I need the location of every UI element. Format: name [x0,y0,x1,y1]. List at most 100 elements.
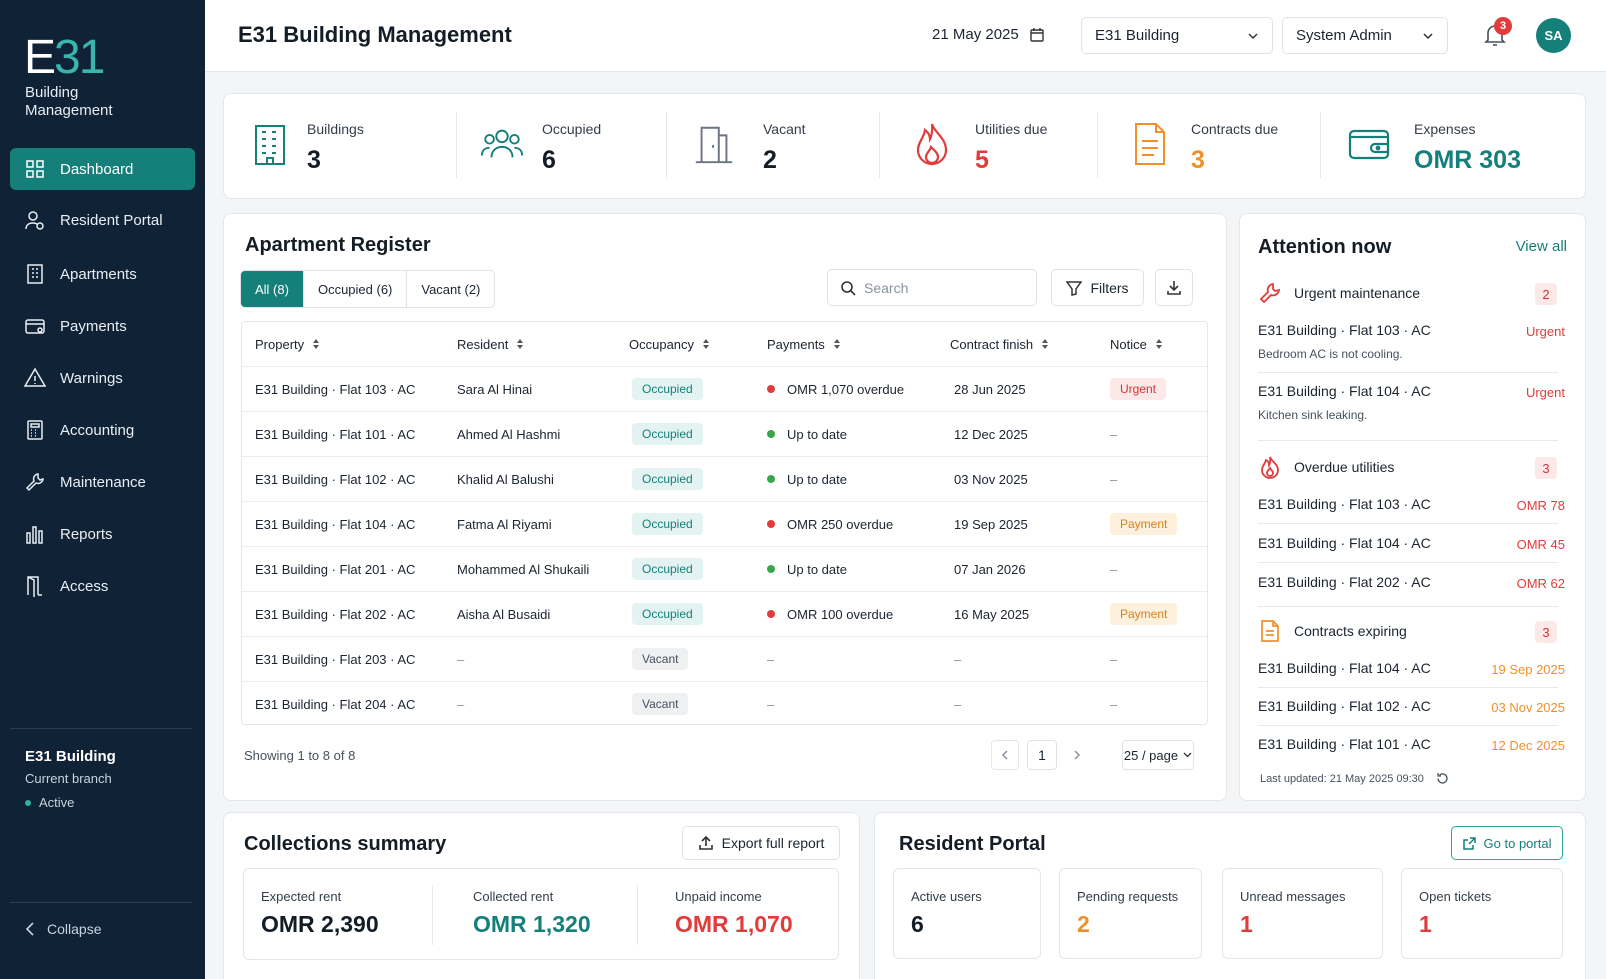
register-title: Apartment Register [245,234,431,256]
chevron-down-icon [1183,752,1192,758]
table-row[interactable]: E31 Building · Flat 103 · AC Sara Al Hina… [242,366,1207,410]
nav-resident-portal[interactable]: Resident Portal [10,199,195,241]
occupancy-badge: Occupied [632,468,703,490]
list-item[interactable]: E31 Building · Flat 104 · AC [1258,383,1431,399]
search-input[interactable]: Search [827,269,1037,306]
nav-payments[interactable]: Payments [10,305,195,347]
collections-title: Collections summary [244,833,447,855]
go-to-portal-button[interactable]: Go to portal [1451,826,1563,860]
stat-utilities[interactable] [910,94,954,194]
stat-occupied[interactable] [480,94,524,194]
stats-bar: Buildings 3 Occupied 6 Vacant 2 Utilitie… [223,93,1586,199]
overdue-utilities-header: Overdue utilities [1258,455,1394,479]
notice-badge: Payment [1110,603,1178,625]
stat-expenses[interactable] [1347,94,1391,194]
nav-warnings[interactable]: Warnings [10,357,195,399]
table-row[interactable]: E31 Building · Flat 101 · AC Ahmed Al Has… [242,411,1207,455]
pending-requests-box[interactable]: Pending requests 2 [1059,868,1202,959]
occupancy-badge: Occupied [632,423,703,445]
nav-accounting[interactable]: Accounting [10,409,195,451]
resident-portal-panel: Resident Portal Go to portal Active user… [874,812,1586,979]
prev-page-button[interactable] [991,740,1019,770]
cell-occupancy: Vacant [632,637,689,681]
cell-contract: 12 Dec 2025 [954,426,1028,442]
list-item[interactable]: E31 Building · Flat 202 · AC [1258,574,1431,590]
download-button[interactable] [1155,269,1193,306]
col-contract-finish[interactable]: Contract finish [950,322,1049,366]
open-tickets-box[interactable]: Open tickets 1 [1401,868,1563,959]
cell-contract: 19 Sep 2025 [954,516,1028,532]
count-badge: 3 [1535,457,1557,479]
unread-messages-box[interactable]: Unread messages 1 [1222,868,1383,959]
cell-notice: Urgent [1110,367,1167,411]
col-occupancy[interactable]: Occupancy [629,322,710,366]
occupancy-badge: Vacant [632,648,689,670]
list-item[interactable]: E31 Building · Flat 102 · AC [1258,698,1431,714]
user-select[interactable]: System Admin [1282,17,1448,54]
cell-payment: OMR 1,070 overdue [767,367,904,411]
tab-vacant[interactable]: Vacant (2) [421,281,481,297]
stat-contracts[interactable] [1128,94,1172,194]
notice-badge: – [1110,426,1118,442]
stat-buildings[interactable] [248,94,292,194]
col-resident[interactable]: Resident [457,322,524,366]
active-users-box[interactable]: Active users 6 [893,868,1041,959]
page-number[interactable]: 1 [1027,740,1057,770]
attention-panel: Attention now View all Urgent maintenanc… [1239,213,1586,801]
list-item[interactable]: E31 Building · Flat 104 · AC [1258,535,1431,551]
building-icon [24,263,46,285]
amount: OMR 62 [1516,576,1565,591]
col-notice[interactable]: Notice [1110,322,1163,366]
table-row[interactable]: E31 Building · Flat 202 · AC Aisha Al Bus… [242,591,1207,635]
export-report-button[interactable]: Export full report [682,826,840,860]
list-item[interactable]: E31 Building · Flat 103 · AC [1258,322,1431,338]
date-picker[interactable]: 21 May 2025 [932,26,1045,43]
table-row[interactable]: E31 Building · Flat 204 · AC – Vacant – – – [242,681,1207,725]
nav-apartments[interactable]: Apartments [10,253,195,295]
pagination-info: Showing 1 to 8 of 8 [244,748,356,763]
sort-icon [1155,338,1163,350]
nav-dashboard[interactable]: Dashboard [10,148,195,190]
user-settings-icon [24,209,46,231]
list-item[interactable]: E31 Building · Flat 103 · AC [1258,496,1431,512]
col-payments[interactable]: Payments [767,322,841,366]
expiry-date: 19 Sep 2025 [1491,662,1565,677]
filters-button[interactable]: Filters [1051,269,1144,306]
urgent-maintenance-header: Urgent maintenance [1258,281,1420,305]
table-row[interactable]: E31 Building · Flat 203 · AC – Vacant – – – [242,636,1207,680]
view-all-link[interactable]: View all [1515,238,1567,255]
table-row[interactable]: E31 Building · Flat 104 · AC Fatma Al Riy… [242,501,1207,545]
list-item[interactable]: E31 Building · Flat 104 · AC [1258,660,1431,676]
urgent-tag: Urgent [1525,324,1565,339]
people-icon [480,122,524,166]
divider [666,112,667,178]
list-item[interactable]: E31 Building · Flat 101 · AC [1258,736,1431,752]
table-row[interactable]: E31 Building · Flat 201 · AC Mohammed Al … [242,546,1207,590]
per-page-select[interactable]: 25 / page [1122,740,1194,770]
tab-all[interactable]: All (8) [241,271,304,307]
refresh-icon[interactable] [1436,772,1449,785]
nav-reports[interactable]: Reports [10,513,195,555]
nav-access[interactable]: Access [10,565,195,607]
tab-occupied[interactable]: Occupied (6) [304,271,408,307]
building-select[interactable]: E31 Building [1081,17,1273,54]
cell-contract: – [954,651,962,667]
sidebar-divider [10,902,192,903]
stat-vacant[interactable] [692,94,736,194]
col-property[interactable]: Property [255,322,320,366]
notice-badge: Payment [1110,513,1178,535]
cell-resident: – [457,696,465,712]
portal-title: Resident Portal [899,833,1046,855]
chevron-right-icon [1073,749,1081,761]
next-page-button[interactable] [1064,740,1090,770]
collapse-button[interactable]: Collapse [25,921,101,937]
nav-maintenance[interactable]: Maintenance [10,461,195,503]
status-dot [767,475,775,483]
expiry-date: 12 Dec 2025 [1491,738,1565,753]
cell-notice: – [1110,457,1117,501]
avatar[interactable]: SA [1536,18,1571,53]
table-row[interactable]: E31 Building · Flat 102 · AC Khalid Al Ba… [242,456,1207,500]
door-icon [24,575,46,597]
table-header: Property Resident Occupancy Payments Con… [242,322,1207,366]
occupancy-badge: Occupied [632,378,703,400]
